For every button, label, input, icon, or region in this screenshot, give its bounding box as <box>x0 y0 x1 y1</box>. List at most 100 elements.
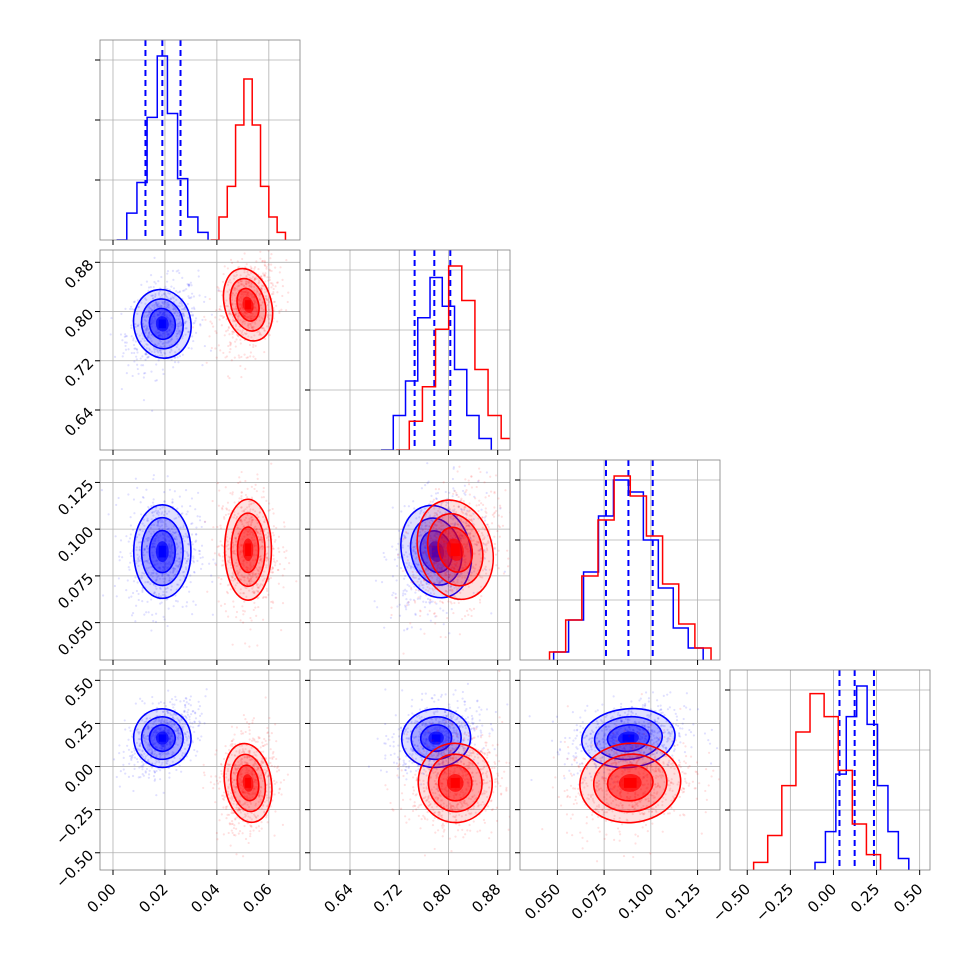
scatter-point <box>248 284 251 287</box>
scatter-point <box>124 772 127 775</box>
scatter-point <box>216 482 219 485</box>
scatter-point <box>172 287 176 290</box>
scatter-point <box>162 313 166 316</box>
scatter-point <box>165 719 168 722</box>
scatter-point <box>141 571 144 574</box>
scatter-point <box>146 725 150 728</box>
scatter-point <box>142 755 145 758</box>
scatter-point <box>245 561 249 564</box>
scatter-point <box>113 584 116 588</box>
scatter-point <box>249 293 252 296</box>
scatter-point <box>161 313 164 316</box>
scatter-point <box>239 364 242 368</box>
scatter-point <box>159 754 162 757</box>
scatter-point <box>464 545 467 549</box>
scatter-point <box>440 566 443 569</box>
scatter-point <box>140 364 143 367</box>
scatter-point <box>157 539 160 542</box>
scatter-point <box>469 549 472 552</box>
scatter-point <box>182 585 185 589</box>
scatter-point <box>166 731 170 734</box>
scatter-point <box>153 730 156 734</box>
scatter-point <box>218 552 221 555</box>
scatter-point <box>173 756 176 759</box>
scatter-point <box>213 552 217 555</box>
scatter-point <box>169 319 172 322</box>
scatter-point <box>246 576 249 579</box>
scatter-point <box>158 354 162 357</box>
scatter-point <box>186 555 189 558</box>
scatter-point <box>165 728 169 732</box>
scatter-point <box>180 546 183 549</box>
scatter-point <box>229 343 232 346</box>
scatter-point <box>229 281 232 284</box>
scatter-point <box>249 531 252 534</box>
scatter-point <box>435 560 438 563</box>
scatter-point <box>153 542 156 545</box>
scatter-point <box>240 574 243 577</box>
density-contour <box>236 526 260 574</box>
density-contour <box>148 529 176 574</box>
scatter-point <box>443 574 446 577</box>
scatter-point <box>223 334 226 337</box>
scatter-point <box>414 552 417 555</box>
scatter-point <box>177 560 181 563</box>
scatter-point <box>457 531 460 534</box>
scatter-point <box>420 584 424 587</box>
scatter-point <box>253 306 256 309</box>
scatter-point <box>233 320 236 323</box>
scatter-point <box>233 356 236 359</box>
scatter-point <box>260 287 264 290</box>
scatter-point <box>242 592 245 595</box>
scatter-point <box>178 564 181 567</box>
scatter-point <box>241 305 244 308</box>
scatter-point <box>231 298 234 301</box>
scatter-point <box>418 569 421 573</box>
scatter-point <box>463 508 466 511</box>
scatter-point <box>178 315 181 318</box>
scatter-point <box>119 770 122 773</box>
scatter-point <box>184 706 187 709</box>
scatter-point <box>246 530 250 534</box>
scatter-point <box>460 534 464 538</box>
scatter-point <box>217 576 220 579</box>
scatter-point <box>163 500 166 503</box>
scatter-point <box>398 614 402 617</box>
scatter-point <box>255 527 258 531</box>
scatter-point <box>139 501 142 504</box>
scatter-point <box>448 508 451 511</box>
scatter-point <box>166 624 169 628</box>
scatter-point <box>167 333 170 336</box>
scatter-point <box>154 579 157 582</box>
scatter-point <box>266 731 270 734</box>
scatter-point <box>160 313 164 316</box>
scatter-point <box>455 510 458 514</box>
scatter-point <box>265 536 268 540</box>
scatter-point <box>220 772 223 775</box>
scatter-point <box>161 573 164 576</box>
scatter-point <box>234 536 237 539</box>
scatter-point <box>402 592 405 595</box>
scatter-point <box>250 579 253 583</box>
scatter-point <box>159 562 162 565</box>
scatter-point <box>468 514 471 517</box>
scatter-point <box>142 315 146 319</box>
scatter-point <box>238 530 241 533</box>
scatter-point <box>246 533 249 536</box>
scatter-point <box>255 528 258 531</box>
scatter-point <box>145 280 149 283</box>
scatter-point <box>255 287 259 290</box>
scatter-point <box>258 333 262 336</box>
scatter-point <box>235 292 238 295</box>
scatter-point <box>168 324 171 327</box>
scatter-point <box>237 354 240 357</box>
scatter-point <box>240 283 243 286</box>
scatter-point <box>244 493 248 497</box>
scatter-point <box>423 549 427 553</box>
scatter-point <box>257 586 260 590</box>
scatter-point <box>155 710 158 713</box>
scatter-point <box>242 592 246 595</box>
scatter-point <box>237 760 240 764</box>
scatter-point <box>481 526 484 529</box>
scatter-point <box>163 510 167 513</box>
